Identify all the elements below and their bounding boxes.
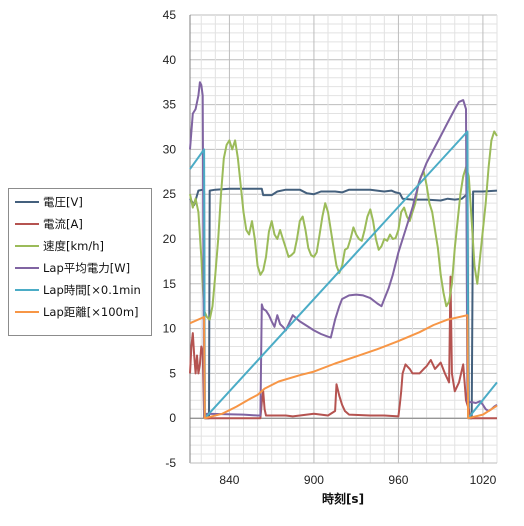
legend-item: Lap距離[×100m] (15, 304, 139, 320)
legend-label: 電圧[V] (43, 195, 83, 209)
y-tick-label: 25 (163, 187, 177, 201)
legend-label: 電流[A] (43, 217, 83, 231)
legend-item: Lap平均電力[W] (15, 260, 130, 276)
legend-item: 電流[A] (15, 216, 83, 232)
series-line-3 (189, 81, 498, 417)
legend-item: 電圧[V] (15, 194, 83, 210)
series-line-4 (189, 130, 498, 420)
y-tick-label: 35 (163, 98, 177, 112)
y-tick-label: -5 (165, 456, 176, 470)
x-axis-title: 時刻[s] (322, 491, 364, 506)
legend-swatch (15, 201, 39, 203)
y-tick-label: 15 (163, 277, 177, 291)
y-tick-label: 5 (169, 366, 176, 380)
y-tick-label: 45 (163, 8, 177, 22)
legend: 電圧[V] 電流[A] 速度[km/h] Lap平均電力[W] Lap時間[×0.1mi… (8, 188, 152, 336)
y-tick-label: 40 (163, 53, 177, 67)
y-tick-label: 30 (163, 142, 177, 156)
series-line-0 (189, 187, 498, 420)
legend-label: Lap時間[×0.1min (43, 283, 141, 297)
y-tick-label: 0 (169, 411, 176, 425)
legend-swatch (15, 289, 39, 291)
tick-labels: -5 0 5 10 15 20 25 30 35 40 45 840 900 960 1020 (163, 8, 497, 487)
legend-swatch (15, 311, 39, 313)
legend-item: Lap時間[×0.1min (15, 282, 141, 298)
legend-label: Lap平均電力[W] (43, 261, 131, 275)
legend-label: 速度[km/h] (43, 239, 104, 253)
series-line-5 (189, 314, 498, 420)
y-tick-label: 10 (163, 322, 177, 336)
legend-swatch (15, 267, 39, 269)
y-tick-label: 20 (163, 232, 177, 246)
x-tick-label: 1020 (470, 473, 497, 487)
x-tick-label: 840 (219, 473, 239, 487)
x-tick-label: 960 (388, 473, 408, 487)
series-lines (189, 81, 498, 420)
series-line-2 (189, 130, 498, 321)
x-tick-label: 900 (304, 473, 324, 487)
legend-swatch (15, 245, 39, 247)
legend-label: Lap距離[×100m] (43, 305, 139, 319)
legend-item: 速度[km/h] (15, 238, 104, 254)
legend-swatch (15, 223, 39, 225)
